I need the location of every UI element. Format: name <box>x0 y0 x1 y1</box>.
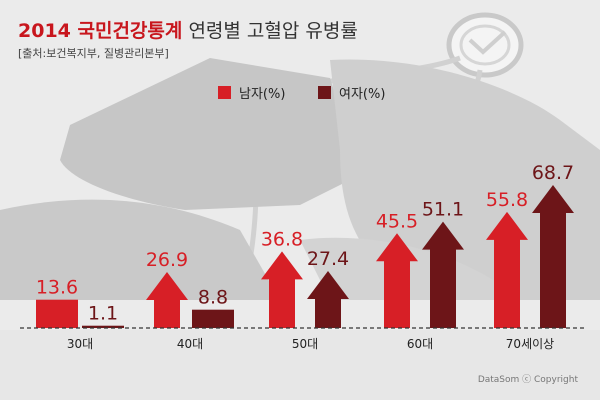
x-tick-label-4: 70세이상 <box>506 337 554 351</box>
gauge-icon <box>446 12 524 78</box>
bar-female-2 <box>307 270 349 328</box>
x-tick-label-2: 50대 <box>292 337 318 351</box>
page-title: 2014 국민건강통계 연령별 고혈압 유병률 <box>18 16 358 43</box>
data-label-female-1: 8.8 <box>198 287 228 309</box>
data-label-female-4: 68.7 <box>532 162 574 184</box>
bar-male-4 <box>486 211 528 328</box>
copyright-note: DataSom ⓒ Copyright <box>477 375 578 385</box>
legend-label-male: 남자(%) <box>239 87 286 102</box>
x-tick-label-3: 60대 <box>407 337 433 351</box>
bar-male-1 <box>146 272 188 328</box>
title-rest: 연령별 고혈압 유병률 <box>188 20 358 42</box>
data-label-male-3: 45.5 <box>376 210 418 232</box>
legend-swatch-male <box>218 86 231 99</box>
source-note: [출처:보건복지부, 질병관리본부] <box>18 47 169 60</box>
legend-item-male: 남자(%) <box>218 83 285 102</box>
legend-swatch-female <box>318 86 331 99</box>
bar-male-0 <box>36 299 78 328</box>
x-tick-label-1: 40대 <box>177 337 203 351</box>
bar-female-0 <box>82 325 124 328</box>
data-label-female-2: 27.4 <box>307 248 349 270</box>
legend-label-female: 여자(%) <box>339 87 386 102</box>
bar-female-1 <box>192 309 234 328</box>
title-highlight: 2014 국민건강통계 <box>18 20 183 42</box>
data-label-male-1: 26.9 <box>146 249 188 271</box>
data-label-male-2: 36.8 <box>261 228 303 250</box>
data-label-male-4: 55.8 <box>486 189 528 211</box>
x-tick-label-0: 30대 <box>67 337 93 351</box>
bar-female-3 <box>422 221 464 328</box>
bar-male-3 <box>376 233 418 328</box>
data-label-female-3: 51.1 <box>422 199 464 221</box>
data-label-female-0: 1.1 <box>88 303 118 325</box>
data-label-male-0: 13.6 <box>36 277 78 299</box>
bar-male-2 <box>261 251 303 328</box>
bar-female-4 <box>532 185 574 328</box>
legend-item-female: 여자(%) <box>318 83 385 102</box>
